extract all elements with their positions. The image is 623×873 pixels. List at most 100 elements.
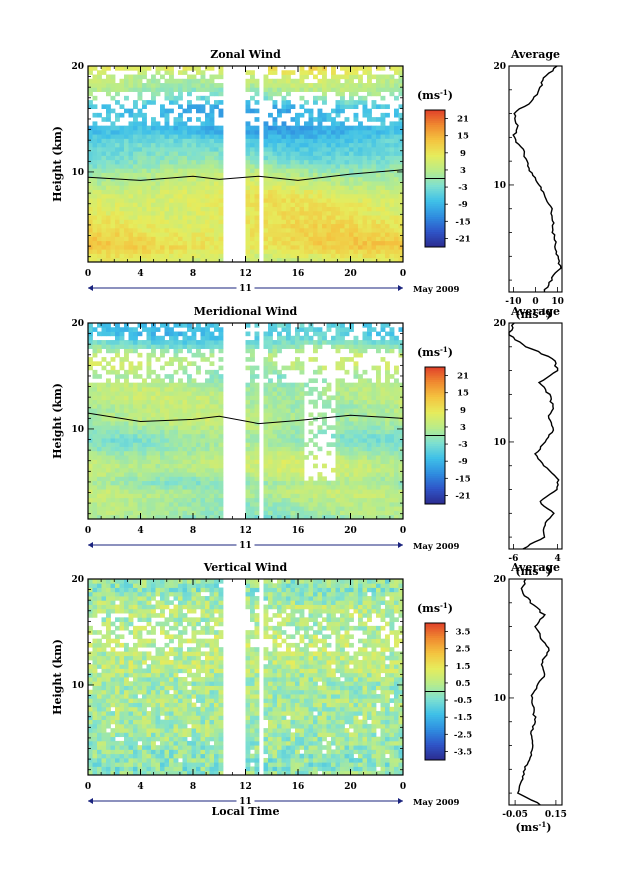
- heatmap-cell: [151, 215, 156, 220]
- heatmap-cell: [394, 121, 399, 127]
- heatmap-cell: [371, 210, 377, 216]
- heatmap-cell: [142, 168, 147, 173]
- heatmap-cell: [254, 514, 260, 520]
- heatmap-cell: [209, 185, 215, 190]
- heatmap-cell: [155, 181, 161, 186]
- heatmap-cell: [281, 446, 287, 452]
- heatmap-cell: [371, 87, 377, 92]
- heatmap-cell: [362, 386, 368, 392]
- heatmap-cell: [250, 87, 255, 92]
- heatmap-cell: [218, 476, 224, 482]
- heatmap-cell: [362, 335, 368, 341]
- heatmap-cell: [137, 425, 143, 430]
- heatmap-cell: [304, 514, 309, 520]
- heatmap-cell: [155, 382, 161, 388]
- heatmap-cell: [196, 327, 201, 332]
- heatmap-cell: [250, 108, 255, 114]
- heatmap-cell: [151, 78, 156, 84]
- heatmap-cell: [308, 340, 314, 345]
- heatmap-cell: [146, 476, 152, 482]
- heatmap-cell: [115, 240, 120, 246]
- heatmap-cell: [277, 185, 282, 190]
- heatmap-cell: [335, 83, 341, 88]
- heatmap-cell: [340, 74, 345, 80]
- heatmap-cell: [272, 66, 278, 71]
- heatmap-cell: [317, 112, 323, 118]
- heatmap-cell: [281, 168, 287, 173]
- heatmap-cell: [394, 185, 399, 190]
- heatmap-cell: [349, 257, 354, 263]
- heatmap-cell: [218, 70, 224, 75]
- heatmap-cell: [326, 395, 332, 401]
- heatmap-cell: [263, 335, 269, 341]
- heatmap-cell: [358, 484, 363, 490]
- heatmap-cell: [340, 181, 345, 186]
- heatmap-cell: [124, 395, 129, 401]
- heatmap-cell: [155, 219, 161, 225]
- heatmap-cell: [169, 421, 174, 426]
- heatmap-cell: [290, 472, 296, 477]
- heatmap-cell: [133, 227, 138, 233]
- heatmap-cell: [268, 455, 273, 460]
- heatmap-cell: [362, 189, 368, 195]
- heatmap-cell: [200, 442, 206, 447]
- heatmap-cell: [353, 176, 359, 182]
- heatmap-cell: [173, 335, 179, 341]
- heatmap-cell: [272, 442, 278, 447]
- heatmap-cell: [115, 129, 120, 135]
- heatmap-cell: [353, 335, 359, 341]
- colorbar-cell: [425, 195, 445, 199]
- heatmap-cell: [254, 416, 260, 422]
- heatmap-cell: [385, 219, 390, 225]
- heatmap-cell: [133, 348, 138, 354]
- heatmap-cell: [119, 344, 125, 349]
- heatmap-cell: [191, 386, 197, 392]
- heatmap-cell: [218, 331, 224, 337]
- heatmap-cell: [398, 253, 404, 259]
- heatmap-cell: [317, 227, 323, 233]
- heatmap-cell: [263, 125, 269, 131]
- heatmap-cell: [178, 189, 183, 195]
- heatmap-cell: [398, 104, 404, 110]
- heatmap-cell: [200, 480, 206, 486]
- heatmap-cell: [344, 463, 350, 469]
- heatmap-cell: [209, 450, 215, 456]
- heatmap-cell: [313, 455, 318, 460]
- heatmap-cell: [362, 463, 368, 469]
- heatmap-cell: [214, 138, 219, 144]
- heatmap-cell: [124, 459, 129, 465]
- heatmap-cell: [245, 257, 251, 263]
- heatmap-cell: [326, 493, 332, 499]
- heatmap-cell: [92, 352, 98, 358]
- heatmap-cell: [299, 202, 305, 208]
- heatmap-cell: [340, 193, 345, 199]
- heatmap-cell: [173, 95, 179, 101]
- heatmap-cell: [277, 253, 282, 259]
- heatmap-cell: [137, 172, 143, 178]
- heatmap-cell: [340, 416, 345, 422]
- heatmap-cell: [389, 83, 395, 88]
- heatmap-cell: [389, 129, 395, 135]
- heatmap-cell: [137, 215, 143, 220]
- heatmap-cell: [146, 331, 152, 337]
- heatmap-cell: [250, 142, 255, 148]
- heatmap-cell: [160, 249, 165, 254]
- heatmap-cell: [200, 240, 206, 246]
- heatmap-cell: [281, 408, 287, 413]
- heatmap-cell: [340, 395, 345, 401]
- heatmap-cell: [349, 323, 354, 328]
- heatmap-cell: [376, 236, 381, 242]
- heatmap-cell: [349, 104, 354, 110]
- heatmap-cell: [358, 159, 363, 165]
- heatmap-cell: [200, 408, 206, 413]
- heatmap-cell: [137, 95, 143, 101]
- heatmap-cell: [218, 87, 224, 92]
- heatmap-cell: [245, 395, 251, 401]
- heatmap-cell: [155, 403, 161, 409]
- heatmap-cell: [151, 151, 156, 156]
- heatmap-cell: [115, 374, 120, 379]
- heatmap-cell: [182, 129, 188, 135]
- heatmap-cell: [299, 323, 305, 328]
- heatmap-cell: [371, 253, 377, 259]
- heatmap-cell: [308, 249, 314, 254]
